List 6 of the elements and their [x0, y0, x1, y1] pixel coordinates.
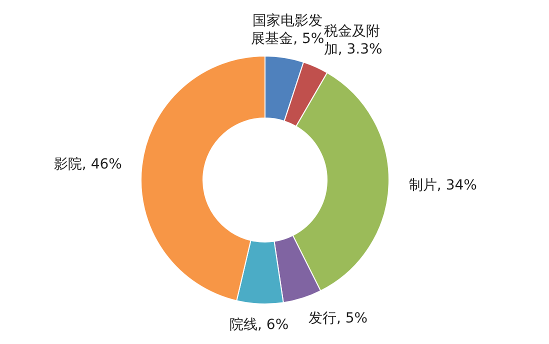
- slice-label: 影院, 46%: [54, 156, 122, 172]
- slice-label: 税金及附加, 3.3%: [324, 24, 382, 58]
- slice-label: 院线, 6%: [230, 316, 289, 333]
- slice-label: 制片, 34%: [408, 177, 477, 194]
- slice-label: 国家电影发展基金, 5%: [251, 12, 324, 47]
- slice-label: 发行, 5%: [308, 310, 368, 326]
